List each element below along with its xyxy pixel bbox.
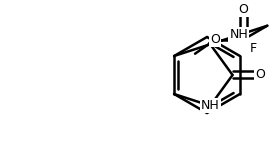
- Text: O: O: [238, 3, 248, 16]
- Text: F: F: [250, 42, 257, 54]
- Text: O: O: [210, 33, 220, 46]
- Text: NH: NH: [201, 99, 220, 112]
- Text: NH: NH: [229, 29, 248, 42]
- Text: O: O: [256, 68, 266, 82]
